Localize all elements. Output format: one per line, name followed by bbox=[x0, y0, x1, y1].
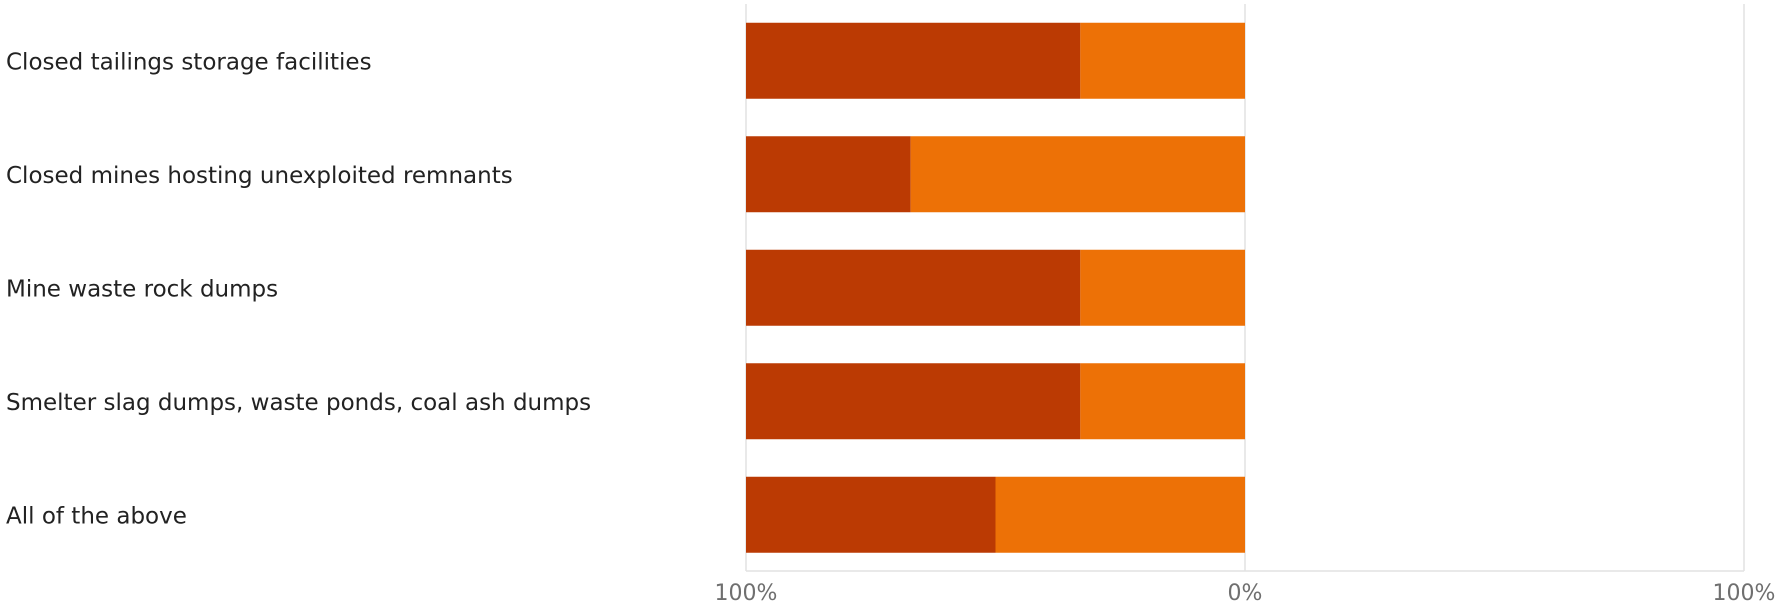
category-label-2: Mine waste rock dumps bbox=[6, 276, 278, 302]
bar-cat1-series0 bbox=[746, 136, 911, 213]
bars bbox=[746, 22, 1245, 553]
bar-cat0-series0 bbox=[746, 22, 1081, 99]
category-labels: Closed tailings storage facilities Closed… bbox=[6, 49, 591, 529]
bar-cat3-series0 bbox=[746, 363, 1081, 440]
bar-cat4-series1 bbox=[995, 476, 1245, 553]
x-tick-label-0: 100% bbox=[715, 581, 778, 605]
bar-cat2-series0 bbox=[746, 249, 1081, 326]
bar-cat0-series1 bbox=[1080, 22, 1245, 99]
x-axis-tick-labels: 100% 0% 100% bbox=[715, 581, 1776, 605]
category-label-0: Closed tailings storage facilities bbox=[6, 49, 372, 75]
bar-cat4-series0 bbox=[746, 476, 996, 553]
category-label-3: Smelter slag dumps, waste ponds, coal as… bbox=[6, 390, 591, 416]
bar-cat1-series1 bbox=[910, 136, 1245, 213]
x-tick-label-1: 0% bbox=[1228, 581, 1263, 605]
bar-cat2-series1 bbox=[1080, 249, 1245, 326]
category-label-4: All of the above bbox=[6, 503, 187, 529]
x-tick-label-2: 100% bbox=[1713, 581, 1776, 605]
category-label-1: Closed mines hosting unexploited remnant… bbox=[6, 163, 513, 189]
bar-cat3-series1 bbox=[1080, 363, 1245, 440]
